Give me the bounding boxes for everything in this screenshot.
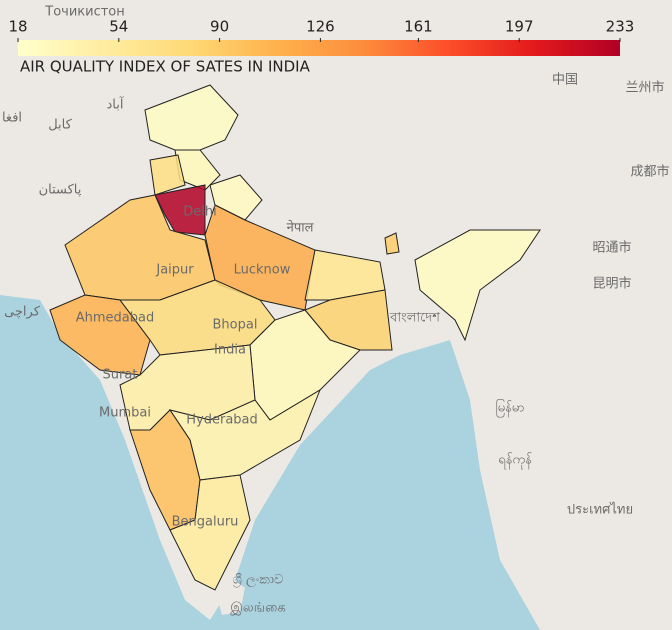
place-label: မြန်မာ: [495, 399, 524, 418]
place-label: ශ්‍රී ලංකාව: [233, 573, 284, 588]
place-label: Точикистон: [44, 5, 125, 20]
place-label: Bhopal: [213, 318, 258, 333]
chart-title: AIR QUALITY INDEX OF SATES IN INDIA: [20, 58, 311, 76]
place-label: Ahmedabad: [76, 311, 154, 326]
place-label: India: [214, 343, 246, 358]
colorbar-tick-label: 90: [210, 18, 229, 36]
place-label: Hyderabad: [186, 413, 258, 428]
place-label: ရန်ကုန်: [498, 452, 532, 470]
place-label: آباد: [107, 96, 125, 113]
place-label: Delhi: [183, 205, 216, 220]
sea: [0, 295, 540, 630]
region: [154, 184, 206, 236]
place-label: پاکستان: [39, 183, 82, 198]
place-label: ประเทศไทย: [567, 502, 633, 518]
region: [169, 474, 251, 591]
colorbar-tick-label: 233: [606, 18, 635, 36]
regions: [49, 84, 541, 591]
region: [384, 232, 400, 255]
colorbar-tick-label: 161: [404, 18, 433, 36]
sri-lanka: [215, 575, 245, 615]
place-label: இலங்கை: [230, 601, 285, 616]
place-label: 昆明市: [592, 276, 631, 292]
colorbar-tick-label: 18: [8, 18, 27, 36]
place-label: Mumbai: [99, 406, 151, 421]
place-label: বাংলাদেশ: [389, 311, 440, 326]
colorbar-tick-label: 54: [109, 18, 128, 36]
place-label: नेपाल: [287, 220, 314, 236]
region: [144, 84, 239, 151]
place-label: 成都市: [630, 164, 669, 180]
place-label: کراچی: [4, 305, 41, 320]
colorbar-tick-label: 197: [505, 18, 534, 36]
colorbar: [18, 40, 620, 56]
place-label: Bengaluru: [172, 515, 239, 530]
place-label: افغا: [2, 111, 22, 126]
place-label: 兰州市: [625, 80, 664, 96]
place-labels: Точикистон آباد کابل افغا پاکستان کراچی नेपाल D…: [2, 5, 670, 616]
region: [49, 294, 151, 376]
colorbar-tick-label: 126: [306, 18, 335, 36]
place-label: Jaipur: [155, 263, 194, 278]
region: [414, 229, 541, 342]
place-label: کابل: [48, 118, 72, 133]
region: [149, 154, 186, 196]
place-label: Surat: [103, 368, 138, 383]
place-label: 中国: [552, 73, 578, 88]
place-label: 昭通市: [592, 240, 631, 256]
place-label: Lucknow: [234, 263, 291, 278]
